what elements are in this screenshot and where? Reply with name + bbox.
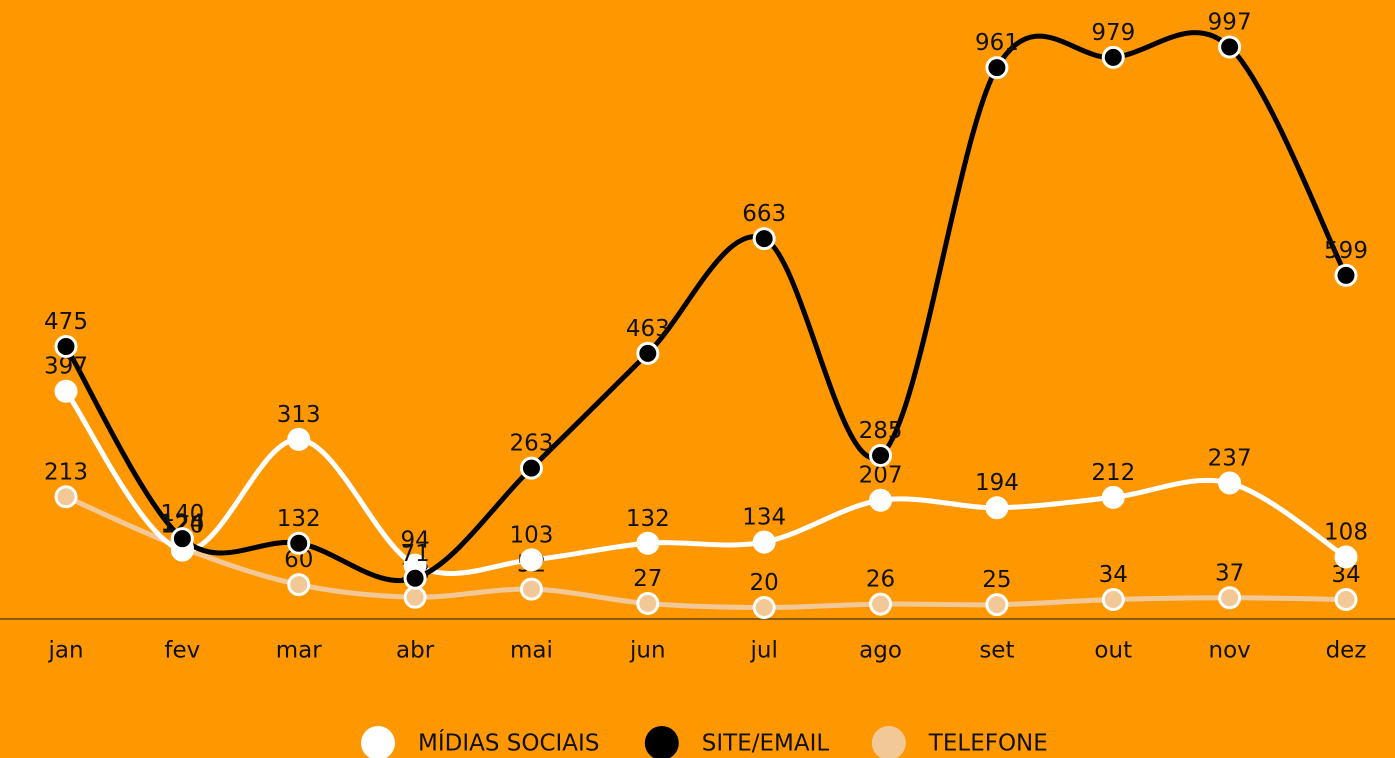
- data-point: [1101, 45, 1125, 69]
- data-point: [1218, 35, 1242, 59]
- x-tick-label: jul: [750, 638, 778, 664]
- data-label: 140: [160, 501, 204, 527]
- legend-swatch: [871, 726, 906, 758]
- data-label: 94: [400, 528, 429, 554]
- data-point: [636, 592, 660, 616]
- data-point: [985, 56, 1009, 80]
- data-point: [1334, 587, 1358, 611]
- data-point: [636, 341, 660, 365]
- x-tick-label: out: [1094, 638, 1132, 664]
- series-line: [64, 494, 1347, 611]
- data-point: [519, 456, 543, 480]
- data-label: 313: [277, 402, 321, 428]
- data-label: 212: [1091, 460, 1135, 486]
- data-point: [519, 577, 543, 601]
- data-point: [752, 227, 776, 251]
- x-tick-label: abr: [396, 638, 435, 664]
- data-label: 103: [510, 522, 554, 548]
- legend-label: TELEFONE: [928, 731, 1048, 757]
- data-label: 979: [1091, 20, 1135, 46]
- data-point: [869, 488, 893, 512]
- data-label: 475: [44, 309, 88, 335]
- data-point: [985, 496, 1009, 520]
- data-label: 132: [626, 506, 670, 532]
- data-label: 961: [975, 30, 1019, 56]
- data-point: [1101, 485, 1125, 509]
- x-tick-label: ago: [859, 638, 902, 664]
- legend-swatch: [644, 726, 679, 758]
- data-label: 599: [1324, 238, 1368, 264]
- data-point: [869, 443, 893, 467]
- data-point: [287, 427, 311, 451]
- data-label: 108: [1324, 520, 1368, 546]
- data-point: [287, 531, 311, 555]
- data-point: [403, 566, 427, 590]
- data-point: [519, 548, 543, 572]
- data-point: [636, 531, 660, 555]
- data-label: 25: [982, 567, 1011, 593]
- data-point: [170, 527, 194, 551]
- data-label: 37: [1215, 560, 1244, 586]
- data-point: [752, 596, 776, 620]
- data-point: [54, 485, 78, 509]
- data-point: [1101, 587, 1125, 611]
- x-tick-label: fev: [164, 638, 200, 664]
- data-point: [287, 573, 311, 597]
- data-point: [869, 592, 893, 616]
- data-label: 27: [633, 566, 662, 592]
- data-label: 997: [1208, 10, 1252, 36]
- legend-label: SITE/EMAIL: [702, 731, 830, 757]
- data-point: [1334, 545, 1358, 569]
- series-line: [63, 30, 1349, 583]
- legend-swatch: [361, 726, 395, 758]
- data-label: 263: [510, 431, 554, 457]
- x-tick-label: mar: [276, 638, 322, 664]
- data-label: 71: [400, 541, 429, 567]
- data-point: [54, 379, 78, 403]
- data-point: [54, 334, 78, 358]
- data-label: 134: [742, 505, 786, 531]
- data-label: 663: [742, 201, 786, 227]
- data-label: 237: [1208, 446, 1252, 472]
- data-label: 194: [975, 470, 1019, 496]
- data-point: [1334, 263, 1358, 287]
- data-label: 34: [1099, 562, 1128, 588]
- data-label: 132: [277, 506, 321, 532]
- data-label: 213: [44, 459, 88, 485]
- data-point: [403, 585, 427, 609]
- legend-label: MÍDIAS SOCIAIS: [418, 729, 599, 757]
- x-tick-label: set: [979, 638, 1014, 664]
- data-label: 207: [859, 463, 903, 489]
- data-point: [1218, 471, 1242, 495]
- data-label: 26: [866, 567, 895, 593]
- data-label: 463: [626, 316, 670, 342]
- x-tick-label: dez: [1326, 638, 1367, 664]
- x-tick-label: jan: [47, 638, 83, 664]
- data-label: 397: [44, 354, 88, 380]
- data-label: 20: [750, 570, 779, 596]
- data-point: [752, 530, 776, 554]
- x-tick-label: jun: [629, 638, 666, 664]
- x-tick-label: mai: [510, 638, 553, 664]
- x-tick-label: nov: [1209, 638, 1251, 664]
- data-label: 285: [859, 418, 903, 444]
- data-point: [985, 593, 1009, 617]
- data-point: [1218, 586, 1242, 610]
